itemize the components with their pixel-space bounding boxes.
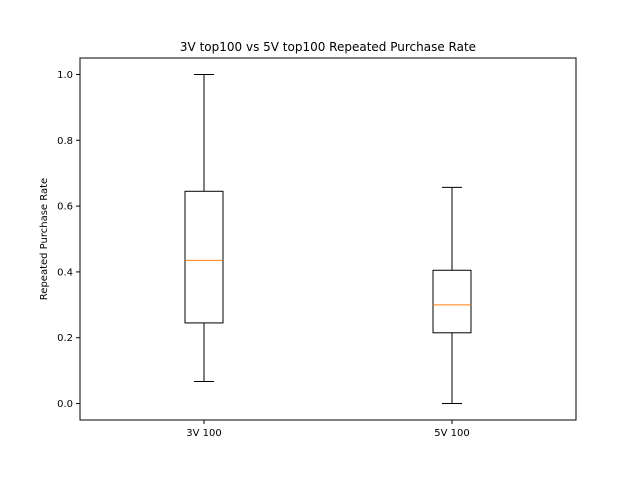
x-tick-label: 5V 100	[434, 428, 469, 439]
x-tick-label: 3V 100	[186, 428, 221, 439]
boxes	[184, 73, 472, 405]
y-tick-label: 0.6	[57, 202, 73, 213]
iqr-box	[432, 269, 472, 334]
chart-title: 3V top100 vs 5V top100 Repeated Purchase…	[180, 40, 476, 54]
y-axis-ticks: 0.0 0.2 0.4 0.6 0.8 1.0	[57, 70, 80, 410]
box-1	[184, 73, 224, 382]
iqr-box	[184, 190, 224, 324]
y-tick-label: 0.4	[57, 267, 73, 278]
plot-area-frame	[79, 57, 577, 421]
y-tick-label: 0.8	[57, 136, 73, 147]
box-2	[432, 186, 472, 405]
x-axis-ticks: 3V 100 5V 100	[186, 420, 470, 439]
y-tick-label: 0.0	[57, 399, 73, 410]
y-tick-label: 0.2	[57, 333, 73, 344]
y-tick-label: 1.0	[57, 70, 73, 81]
y-axis-label: Repeated Purchase Rate	[39, 178, 50, 300]
